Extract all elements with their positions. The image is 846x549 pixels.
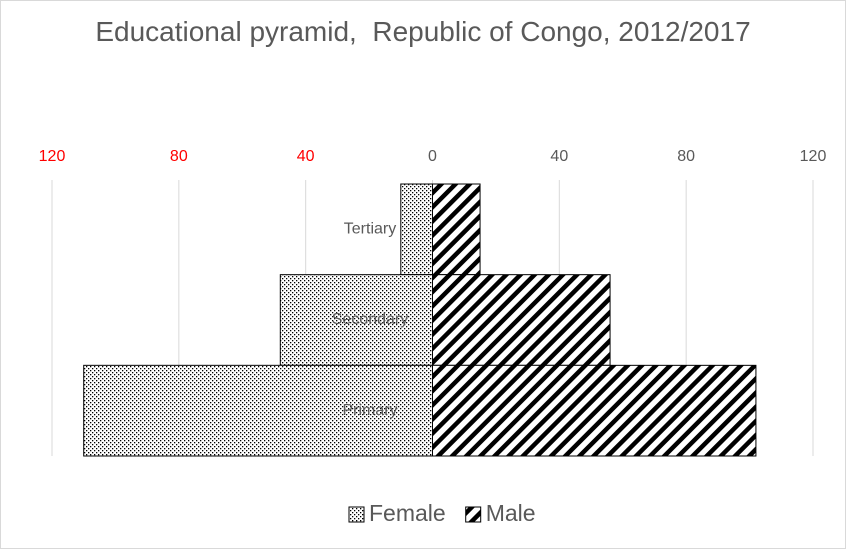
category-label: Secondary	[332, 311, 409, 328]
legend-label: Male	[486, 500, 536, 526]
legend-label: Female	[369, 500, 446, 526]
chart-title: Educational pyramid, Republic of Congo, …	[95, 16, 751, 47]
legend-swatch	[348, 506, 365, 523]
legend-swatch	[465, 506, 482, 523]
x-tick-label: 0	[428, 148, 437, 165]
x-tick-label: 80	[170, 148, 188, 165]
bar	[83, 364, 433, 457]
x-tick-label: 40	[297, 148, 315, 165]
x-tick-label: 120	[39, 148, 66, 165]
x-tick-label: 40	[550, 148, 568, 165]
category-label: Primary	[342, 402, 397, 419]
bar	[432, 364, 757, 457]
bar	[432, 183, 481, 276]
bar	[432, 274, 611, 366]
x-tick-label: 120	[800, 148, 827, 165]
category-label: Tertiary	[344, 221, 396, 238]
bar	[400, 183, 433, 276]
x-tick-label: 80	[677, 148, 695, 165]
